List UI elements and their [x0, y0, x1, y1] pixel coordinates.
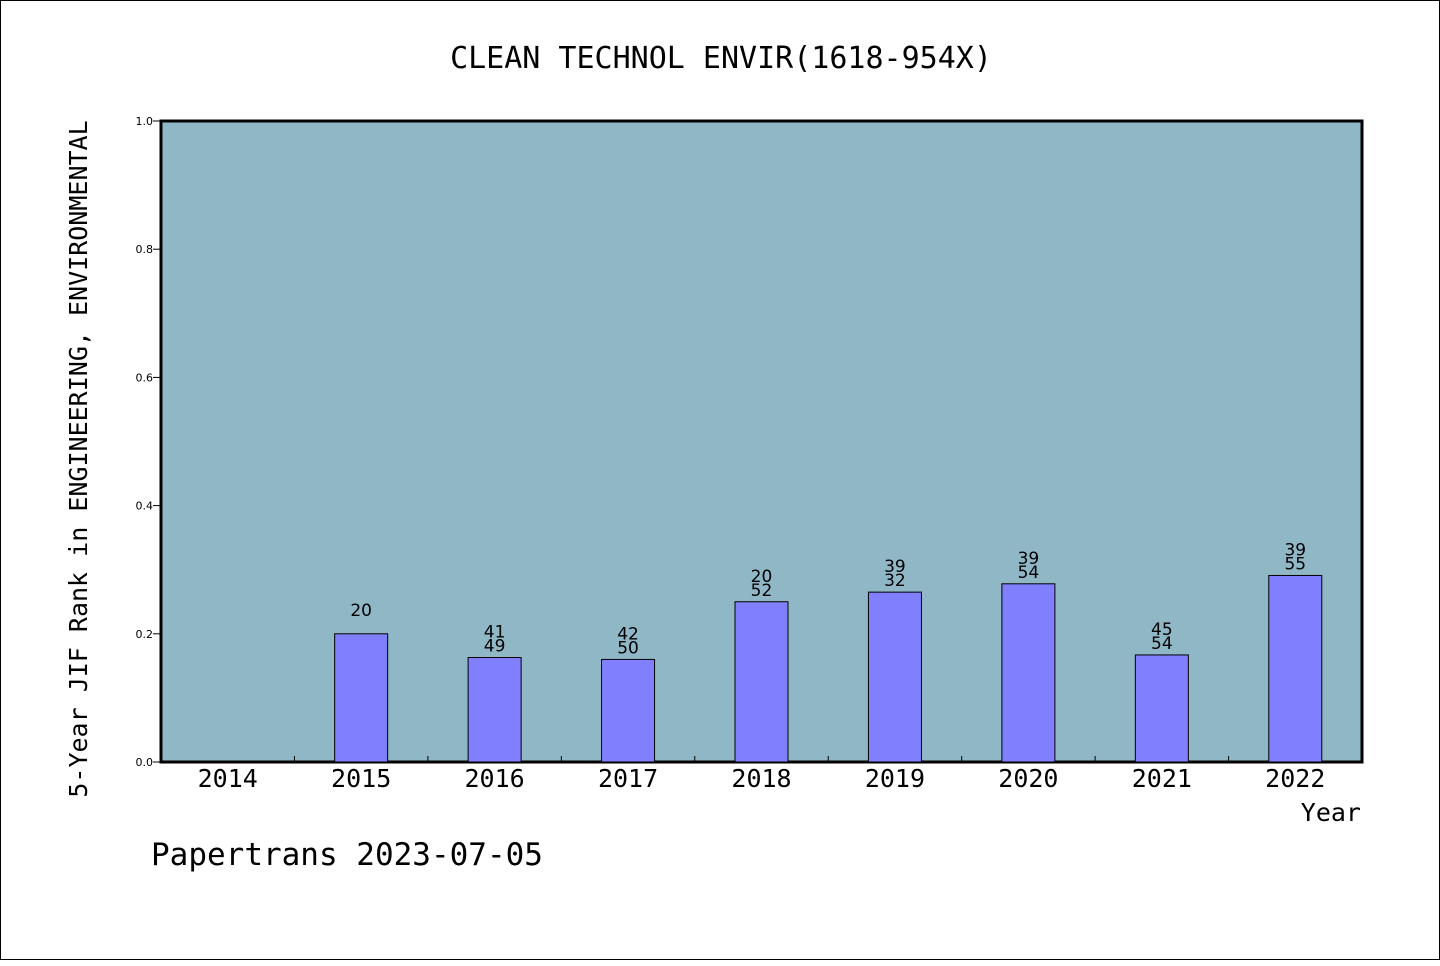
bar-2020: [1001, 583, 1056, 763]
y-tick-label: 0.0: [136, 756, 154, 769]
bar-2022: [1268, 574, 1323, 763]
bar-data-label: 49: [484, 637, 506, 657]
x-tick-label: 2018: [731, 764, 791, 793]
bar-2017: [601, 658, 656, 763]
bar-2021: [1134, 654, 1189, 763]
chart-title: CLEAN TECHNOL ENVIR(1618-954X): [450, 41, 992, 76]
bar-data-label: 54: [1151, 634, 1173, 654]
bar-data-label: 52: [751, 581, 773, 601]
y-axis-label: 5-Year JIF Rank in ENGINEERING, ENVIRONM…: [64, 120, 93, 797]
x-tick-label: 2014: [198, 764, 258, 793]
y-tick-label: 0.8: [136, 243, 154, 256]
x-tick-label: 2021: [1132, 764, 1192, 793]
x-tick-label: 2015: [331, 764, 391, 793]
bar-data-label: 39: [1018, 549, 1040, 569]
footer-credit: Papertrans 2023-07-05: [151, 837, 543, 873]
bar-data-label: 20: [350, 601, 372, 621]
bar-2016: [467, 657, 522, 763]
y-tick-label: 0.4: [136, 500, 154, 513]
x-tick-label: 2022: [1265, 764, 1325, 793]
bar-data-label: 54: [1018, 563, 1040, 583]
y-tick-label: 0.2: [136, 628, 154, 641]
y-axis-ticks: 0.0 0.2 0.4 0.6 0.8 1.0: [136, 115, 161, 769]
bar-data-label: 41: [484, 623, 506, 643]
y-tick-label: 0.6: [136, 371, 154, 384]
y-tick-label: 1.0: [136, 115, 154, 128]
bar-2015: [334, 633, 389, 763]
x-tick-label: 2019: [865, 764, 925, 793]
x-tick-label: 2017: [598, 764, 658, 793]
x-tick-label: 2020: [998, 764, 1058, 793]
bar-2019: [867, 591, 922, 763]
bar-2018: [734, 601, 789, 763]
bar-data-label: 45: [1151, 620, 1173, 640]
bar-data-label: 39: [884, 557, 906, 577]
x-axis-label: Year: [1301, 798, 1361, 827]
x-tick-label: 2016: [465, 764, 525, 793]
bar-data-label: 55: [1284, 554, 1306, 574]
bar-data-label: 50: [617, 638, 639, 658]
bar-data-label: 20: [751, 567, 773, 587]
x-axis-ticks: 2014 2015 2016 2017 2018 2019 2020 2021 2022: [198, 756, 1325, 793]
bar-data-label: 39: [1284, 540, 1306, 560]
bar-data-label: 42: [617, 624, 639, 644]
bar-data-label: 32: [884, 571, 906, 591]
